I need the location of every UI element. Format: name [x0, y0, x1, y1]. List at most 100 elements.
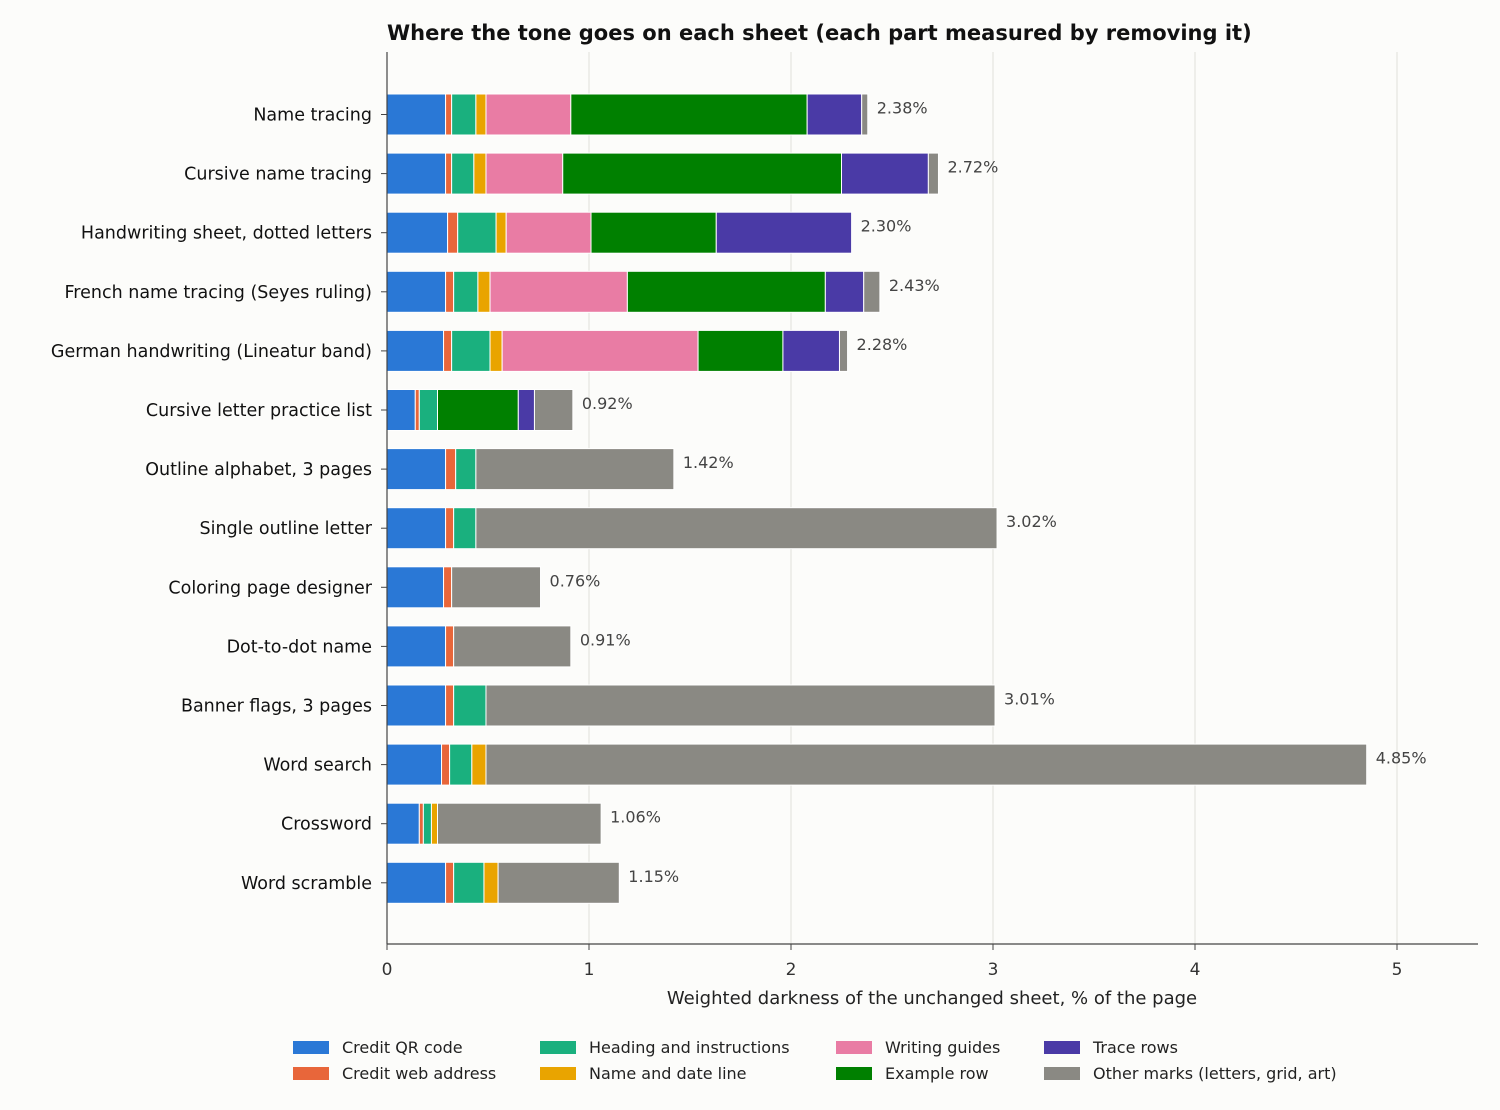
bar-segment: [471, 743, 487, 786]
bar-segment: [451, 93, 477, 136]
bar-segment: [485, 743, 1368, 786]
bar-segment: [418, 802, 424, 845]
category-label: Word scramble: [241, 874, 372, 894]
total-label: 3.02%: [1006, 512, 1057, 531]
bar-segment: [483, 861, 499, 904]
bar-segment: [445, 625, 455, 668]
bar-segment: [824, 270, 865, 313]
legend-label: Name and date line: [589, 1064, 747, 1083]
total-label: 2.30%: [861, 217, 912, 236]
bar-segment: [863, 270, 881, 313]
bar-segment: [806, 93, 863, 136]
bar-segment: [441, 743, 451, 786]
total-label: 3.01%: [1004, 690, 1055, 709]
total-label: 2.38%: [877, 99, 928, 118]
bar-segment: [473, 152, 487, 195]
bar-segment: [386, 270, 447, 313]
bar-segment: [477, 270, 491, 313]
axes: 0 1 2 3 4 5 Name tracing Cursive name tracing Ha…: [51, 52, 1478, 980]
bar-segment: [626, 270, 826, 313]
legend-label: Writing guides: [885, 1038, 1001, 1057]
bar-segment: [445, 507, 455, 550]
category-label: Cursive name tracing: [184, 165, 372, 185]
total-label: 4.85%: [1376, 749, 1427, 768]
bar-segment: [517, 389, 535, 431]
category-label: Name tracing: [253, 106, 372, 126]
total-label: 0.92%: [582, 394, 633, 413]
bar-segment: [453, 861, 485, 904]
bar-segment: [386, 211, 449, 254]
total-label: 1.15%: [628, 867, 679, 886]
bar-segment: [445, 93, 453, 136]
category-label: Crossword: [281, 815, 372, 835]
bar-segment: [455, 448, 477, 491]
legend-item: Writing guides: [836, 1038, 1000, 1057]
x-tick-label: 1: [584, 960, 595, 980]
bar-segment: [782, 329, 840, 372]
bar-segment: [443, 566, 453, 609]
legend-item: Example row: [836, 1064, 989, 1083]
bar-segment: [386, 625, 447, 668]
total-label: 2.43%: [889, 276, 940, 295]
bar-segment: [414, 389, 420, 431]
legend-swatch: [293, 1041, 329, 1054]
bar-segment: [386, 93, 447, 136]
x-tick-label: 4: [1190, 960, 1201, 980]
legend-label: Trace rows: [1093, 1038, 1178, 1057]
bar-segment: [437, 389, 519, 431]
bar-segment: [501, 329, 699, 372]
bar-segment: [485, 93, 572, 136]
total-label: 2.28%: [857, 335, 908, 354]
bar-segment: [386, 389, 416, 431]
total-label: 1.42%: [683, 453, 734, 472]
legend-label: Credit QR code: [342, 1038, 463, 1057]
category-label: Handwriting sheet, dotted letters: [81, 224, 372, 244]
bar-segment: [386, 566, 445, 609]
category-label: Dot-to-dot name: [227, 637, 372, 657]
bar-segment: [453, 507, 477, 550]
bar-segment: [838, 329, 849, 372]
bar-segment: [533, 389, 574, 431]
bar-segment: [445, 448, 457, 491]
bar-segment: [475, 93, 487, 136]
legend-swatch: [1044, 1067, 1080, 1080]
bar-segment: [841, 152, 929, 195]
bar-segment: [451, 152, 475, 195]
bar-segment: [451, 566, 542, 609]
legend-item: Name and date line: [540, 1064, 747, 1083]
bar-segment: [489, 270, 628, 313]
bar-segment: [697, 329, 784, 372]
total-label: 1.06%: [610, 808, 661, 827]
legend-item: Trace rows: [1044, 1038, 1178, 1057]
bar-segment: [437, 802, 602, 845]
legend-swatch: [1044, 1041, 1080, 1054]
x-tick-label: 0: [382, 960, 393, 980]
bar-segment: [475, 448, 675, 491]
legend-label: Heading and instructions: [589, 1038, 790, 1057]
bar-segment: [485, 684, 996, 727]
bar-segment: [505, 211, 592, 254]
bar-segment: [445, 152, 453, 195]
bar-segment: [489, 329, 503, 372]
bar-segment: [715, 211, 853, 254]
bar-segment: [453, 270, 479, 313]
bar-segment: [453, 684, 487, 727]
legend: Credit QR code Credit web address Heading …: [293, 1038, 1433, 1088]
bar-segment: [451, 329, 491, 372]
x-tick-label: 3: [988, 960, 999, 980]
legend-swatch: [540, 1067, 576, 1080]
bar-segment: [386, 152, 447, 195]
chart-title: Where the tone goes on each sheet (each …: [387, 21, 1252, 45]
bar-segment: [562, 152, 842, 195]
bar-segment: [386, 743, 443, 786]
legend-label: Credit web address: [342, 1064, 497, 1083]
bar-segment: [386, 802, 420, 845]
bar-segment: [457, 211, 497, 254]
legend-swatch: [293, 1067, 329, 1080]
legend-label: Example row: [885, 1064, 989, 1083]
bar-segment: [386, 448, 447, 491]
total-label: 0.91%: [580, 630, 631, 649]
category-label: Banner flags, 3 pages: [181, 697, 372, 717]
bar-segment: [430, 802, 439, 845]
